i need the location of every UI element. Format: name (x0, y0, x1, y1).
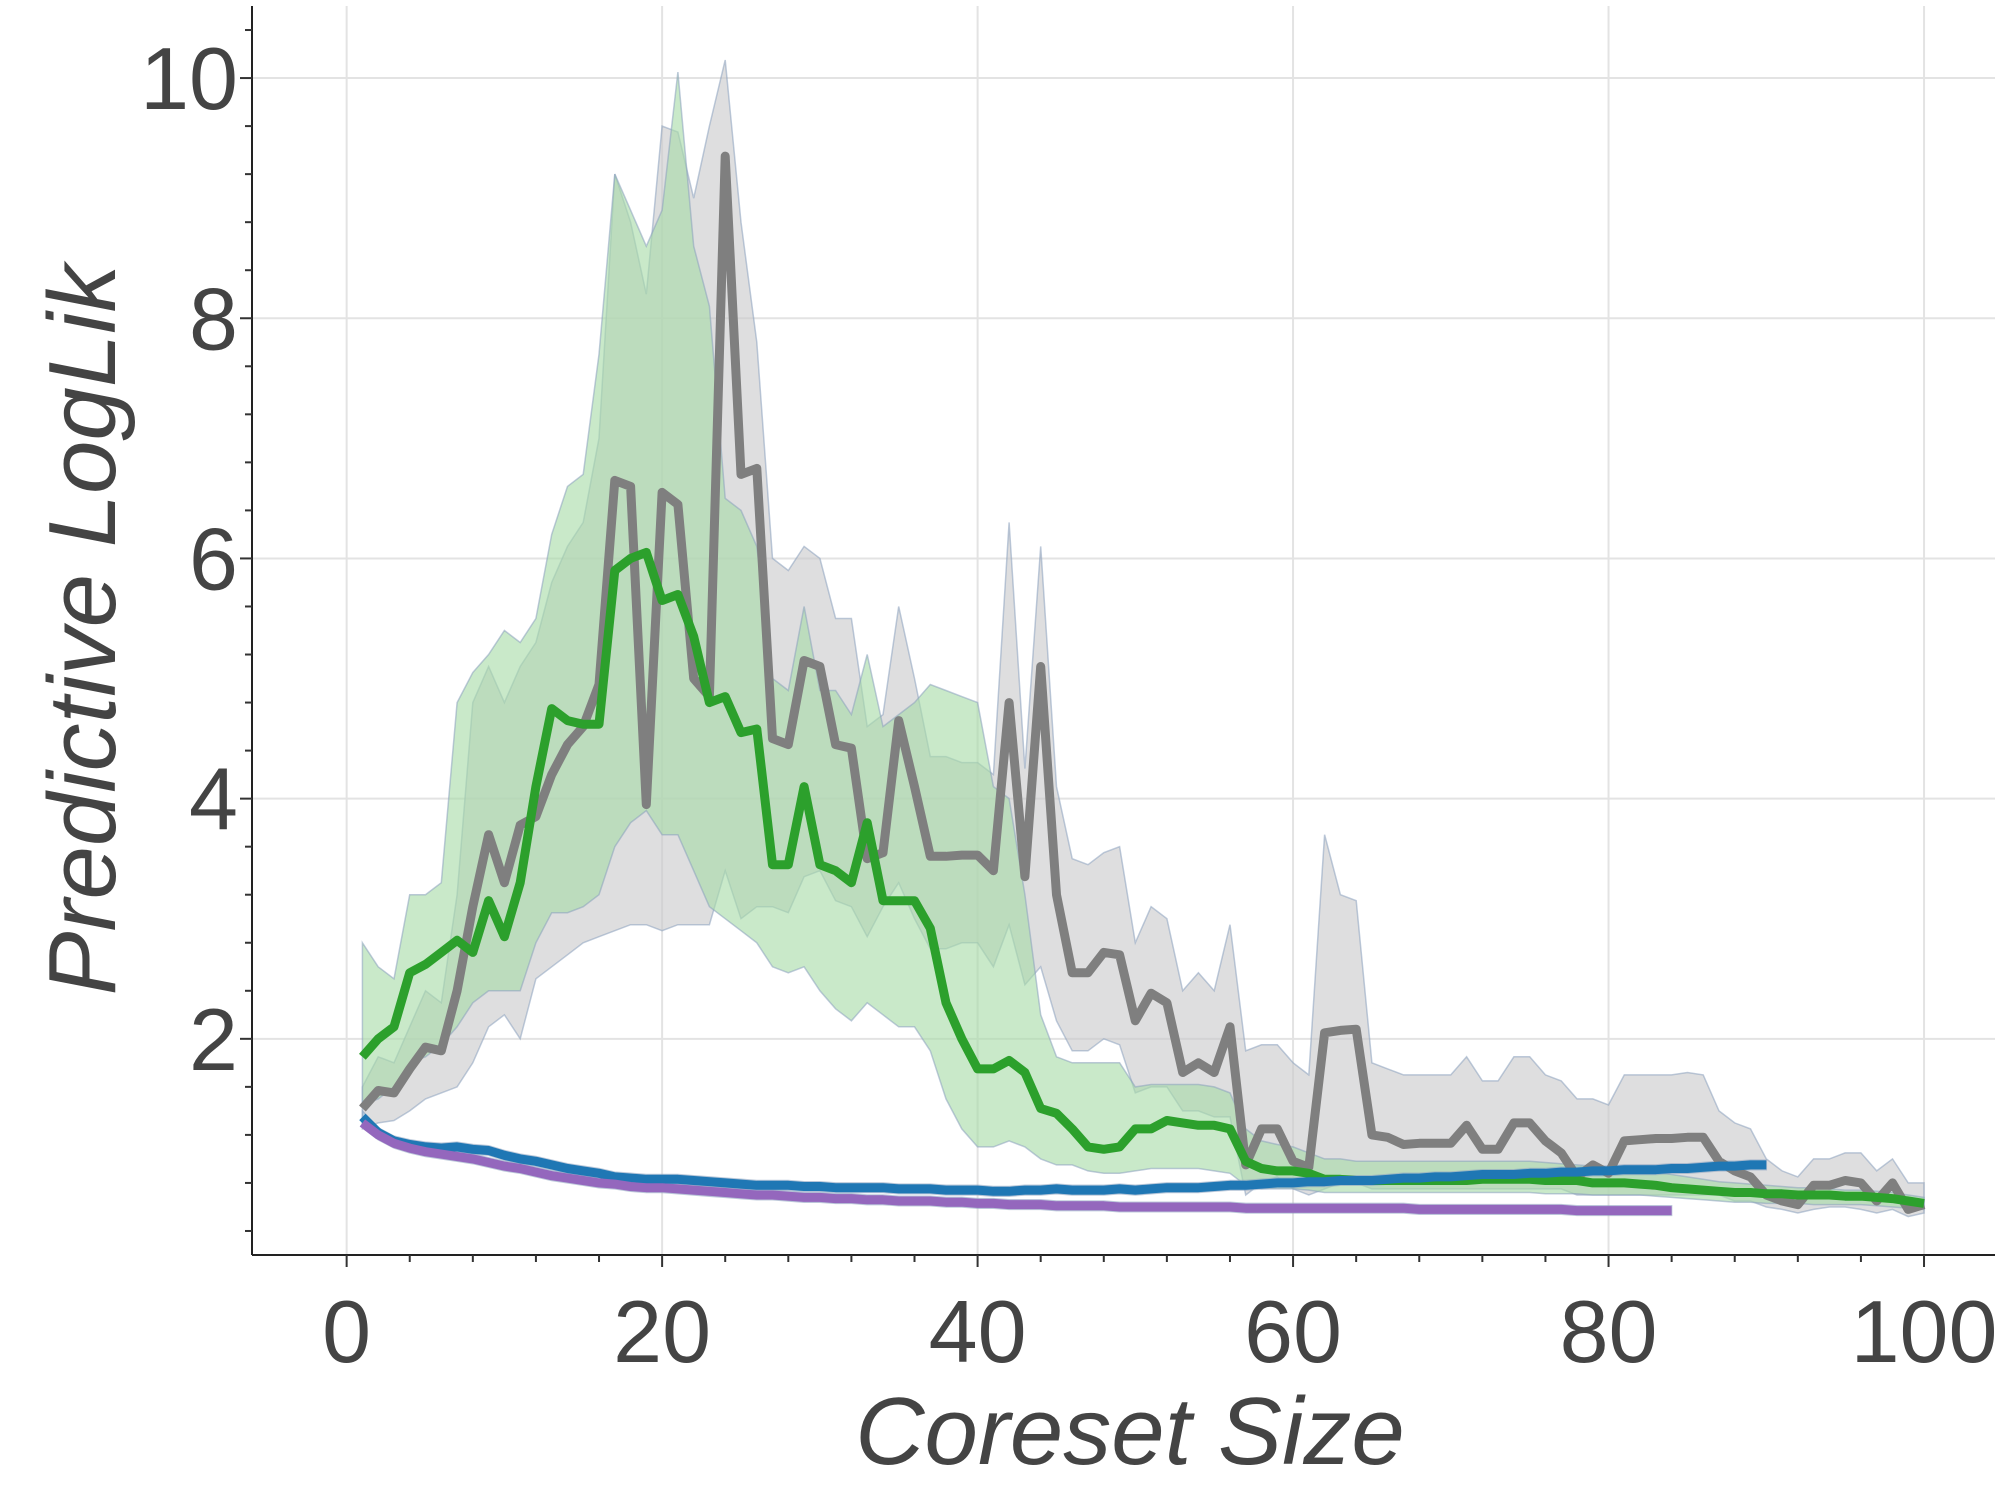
y-tick-label: 6 (189, 509, 238, 608)
x-tick-label: 0 (322, 1282, 371, 1381)
tick-labels: 0 20 40 60 80 100 2 4 6 8 10 (140, 29, 1997, 1381)
series-line-blue (359, 1113, 1767, 1196)
series-line-green (359, 547, 1925, 1208)
x-axis-title: Coreset Size (855, 1378, 1405, 1485)
y-tick-label: 8 (189, 269, 238, 368)
series-line-purple (359, 1119, 1672, 1216)
series-lines (359, 151, 1926, 1216)
axes (240, 6, 1995, 1267)
y-axis-title: Predictive LogLik (29, 259, 136, 995)
x-tick-label: 80 (1560, 1282, 1658, 1381)
y-tick-label: 10 (140, 29, 238, 128)
series-band-green (361, 72, 1925, 1211)
x-tick-label: 100 (1851, 1282, 1998, 1381)
y-tick-label: 2 (189, 990, 238, 1089)
x-tick-label: 60 (1244, 1282, 1342, 1381)
x-tick-label: 40 (929, 1282, 1027, 1381)
x-tick-label: 20 (613, 1282, 711, 1381)
series-line-gray (359, 151, 1926, 1214)
y-tick-label: 4 (189, 750, 238, 849)
confidence-bands (361, 59, 1925, 1218)
